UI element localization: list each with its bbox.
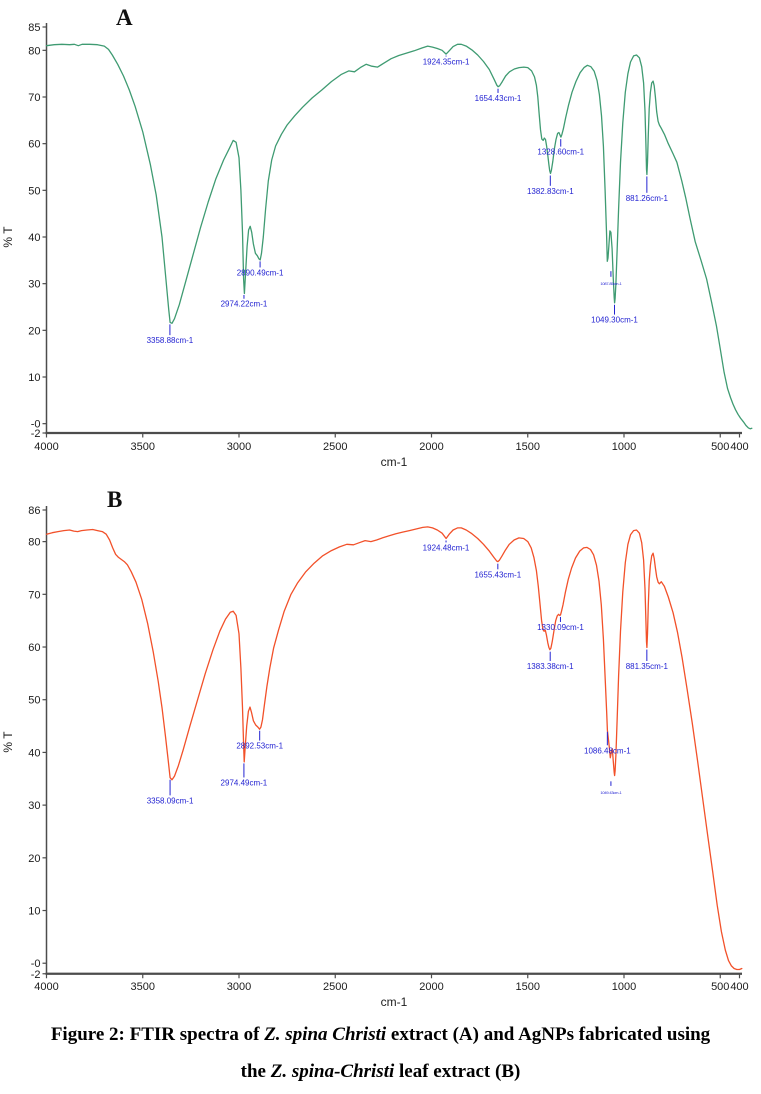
spectrum-curve-a <box>45 43 753 430</box>
x-tick-label: 400 <box>730 981 748 993</box>
peak-label: 1330.09cm-1 <box>537 623 584 632</box>
peak-label: 1049.30cm-1 <box>591 316 638 325</box>
peak-annotations-b: 3358.09cm-1 2974.49cm-1 2892.53cm-1 1924.48… <box>147 540 669 805</box>
x-tick-label: 2000 <box>419 441 443 453</box>
x-tick-label: 1500 <box>516 981 540 993</box>
peak-label: 1382.83cm-1 <box>527 187 574 196</box>
x-tick-label: 2500 <box>323 981 347 993</box>
y-tick-label: 85 <box>28 22 40 34</box>
peak-label: 881.35cm-1 <box>626 662 669 671</box>
peak-annotations-a: 3358.88cm-1 2974.22cm-1 2890.49cm-1 1924.35… <box>147 55 669 345</box>
x-tick-label: 2000 <box>419 981 443 993</box>
peak-label: 2890.49cm-1 <box>237 268 284 277</box>
peak-label: 1654.43cm-1 <box>475 94 522 103</box>
y-tick-label: 60 <box>28 139 40 151</box>
y-tick-label: 50 <box>28 695 40 707</box>
peak-label: 881.26cm-1 <box>626 194 669 203</box>
y-axis-title: % T <box>1 731 15 753</box>
peak-label: 2892.53cm-1 <box>236 742 283 751</box>
figure-caption: Figure 2: FTIR spectra of Z. spina Chris… <box>0 1012 761 1094</box>
peak-label: 1087.85cm-1 <box>600 281 622 286</box>
caption-line-1: Figure 2: FTIR spectra of Z. spina Chris… <box>0 1016 761 1053</box>
peak-label: 1049.43cm-1 <box>600 790 622 795</box>
caption-text-segment: Figure 2: FTIR spectra of <box>50 1024 265 1045</box>
peak-label: 1328.60cm-1 <box>537 148 584 157</box>
y-tick-label: 30 <box>28 800 40 812</box>
x-tick-label: 3000 <box>227 441 251 453</box>
y-tick-label: 60 <box>28 642 40 654</box>
peak-label: 3358.09cm-1 <box>147 796 194 805</box>
y-tick-label: 50 <box>28 185 40 197</box>
y-tick-label: 10 <box>28 372 40 384</box>
y-tick-label: -2 <box>31 969 41 981</box>
peak-label: 1924.35cm-1 <box>423 58 470 67</box>
caption-line-2: the Z. spina-Christi leaf extract (B) <box>0 1053 761 1090</box>
peak-label: 1655.43cm-1 <box>474 570 521 579</box>
caption-text-segment: the <box>240 1061 271 1082</box>
x-tick-label: 2500 <box>323 441 347 453</box>
x-tick-label: 500 <box>711 441 729 453</box>
x-tick-label: 1000 <box>612 981 636 993</box>
x-tick-label: 500 <box>711 981 729 993</box>
y-tick-label: -0 <box>31 958 41 970</box>
y-tick-label: 80 <box>28 537 40 549</box>
panel-label-b: B <box>107 487 122 512</box>
x-tick-label: 3000 <box>227 981 251 993</box>
y-tick-label: 70 <box>28 92 40 104</box>
peak-label: 1086.48cm-1 <box>584 746 631 755</box>
y-tick-label: 30 <box>28 279 40 291</box>
y-tick-label: -0 <box>31 419 41 431</box>
x-tick-label: 1500 <box>516 441 540 453</box>
y-tick-label: 10 <box>28 906 40 918</box>
caption-text-segment: extract (A) and AgNPs fabricated using <box>386 1024 711 1045</box>
peak-label: 2974.22cm-1 <box>221 300 268 309</box>
y-tick-label: 80 <box>28 45 40 57</box>
y-tick-label: 70 <box>28 589 40 601</box>
x-tick-label: 3500 <box>131 441 155 453</box>
x-tick-label: 4000 <box>34 441 58 453</box>
spectrum-curve-b <box>45 526 743 971</box>
y-tick-label: 20 <box>28 325 40 337</box>
caption-italic-species: Z. spina Christi <box>264 1024 387 1045</box>
y-tick-label: -2 <box>31 428 41 440</box>
caption-text-segment: leaf extract (B) <box>394 1061 521 1082</box>
peak-label: 1383.38cm-1 <box>527 662 574 671</box>
x-axis-title: cm-1 <box>381 455 408 469</box>
x-tick-label: 400 <box>730 441 748 453</box>
peak-label: 2974.49cm-1 <box>221 778 268 787</box>
y-tick-label: 86 <box>28 505 40 517</box>
y-tick-label: 40 <box>28 232 40 244</box>
x-tick-label: 1000 <box>612 441 636 453</box>
y-tick-label: 20 <box>28 853 40 865</box>
y-axis-title: % T <box>1 226 15 248</box>
x-tick-label: 3500 <box>131 981 155 993</box>
x-tick-label: 4000 <box>34 981 58 993</box>
panel-label-a: A <box>116 5 133 30</box>
caption-italic-species: Z. spina-Christi <box>270 1061 395 1082</box>
x-axis-title: cm-1 <box>381 995 408 1009</box>
peak-label: 3358.88cm-1 <box>147 336 194 345</box>
y-tick-label: 40 <box>28 747 40 759</box>
peak-label: 1924.48cm-1 <box>423 543 470 552</box>
